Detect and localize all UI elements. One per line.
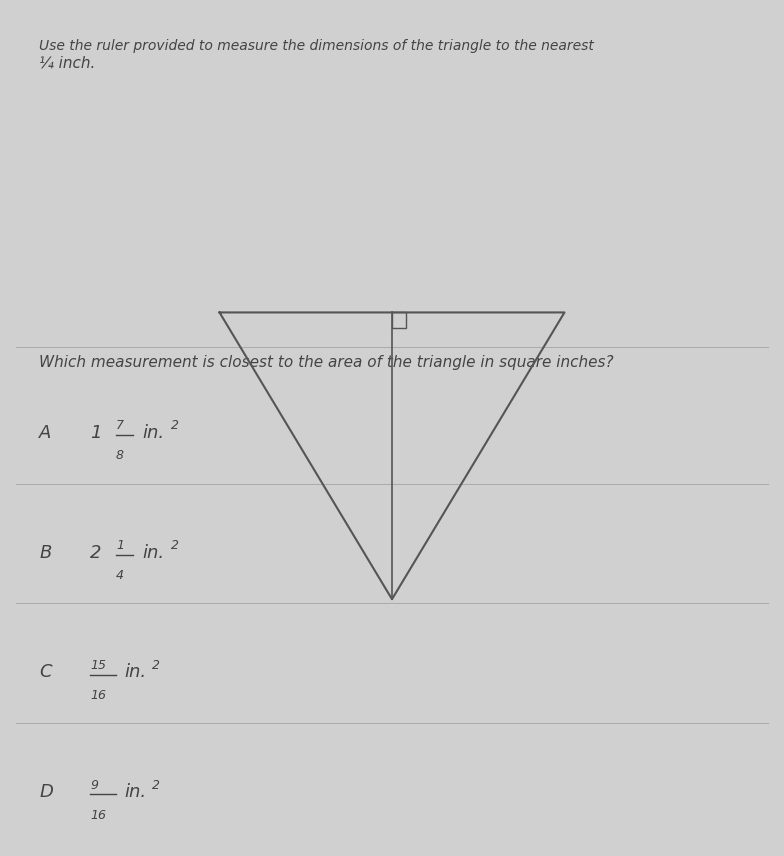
Text: A: A <box>39 424 52 442</box>
Text: 4: 4 <box>116 569 124 582</box>
Text: 15: 15 <box>90 659 106 672</box>
Text: C: C <box>39 663 52 681</box>
Text: D: D <box>39 783 53 801</box>
Text: 16: 16 <box>90 809 106 822</box>
Text: 16: 16 <box>90 689 106 702</box>
Text: 2: 2 <box>171 419 179 432</box>
Text: Which measurement is closest to the area of the triangle in square inches?: Which measurement is closest to the area… <box>39 355 614 371</box>
Text: 2: 2 <box>152 659 160 672</box>
Text: 1: 1 <box>116 539 124 552</box>
Text: 2: 2 <box>152 779 160 792</box>
Text: 9: 9 <box>90 779 98 792</box>
Text: 1: 1 <box>90 424 102 442</box>
Text: in.: in. <box>143 544 165 562</box>
Text: in.: in. <box>124 783 146 801</box>
Text: 8: 8 <box>116 449 124 462</box>
Text: in.: in. <box>143 424 165 442</box>
Text: ¼ inch.: ¼ inch. <box>39 56 96 71</box>
Text: 2: 2 <box>90 544 102 562</box>
Text: 2: 2 <box>171 539 179 552</box>
Text: in.: in. <box>124 663 146 681</box>
Text: Use the ruler provided to measure the dimensions of the triangle to the nearest: Use the ruler provided to measure the di… <box>39 39 594 52</box>
Text: 7: 7 <box>116 419 124 432</box>
Text: B: B <box>39 544 52 562</box>
Bar <box>392 312 406 328</box>
